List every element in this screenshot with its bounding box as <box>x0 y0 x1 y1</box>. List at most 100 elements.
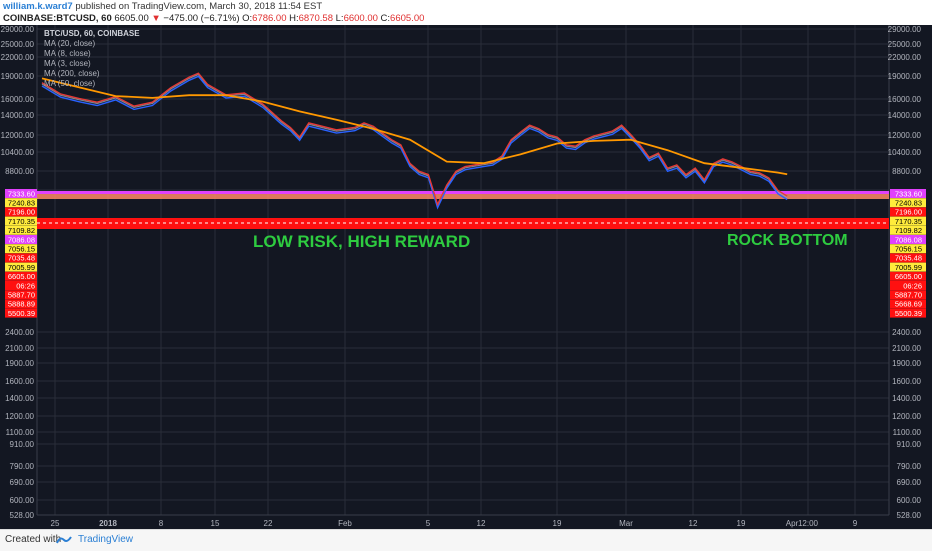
price-tick-left: 1900.00 <box>5 359 34 368</box>
time-tick: 15 <box>211 519 220 528</box>
price-label-box <box>890 244 926 254</box>
price-label-text: 7035.48 <box>8 254 35 263</box>
price-label-text: 5668.69 <box>895 300 922 309</box>
price-label-box <box>890 225 926 235</box>
price-label-box <box>5 225 37 235</box>
price-label-text: 7240.83 <box>8 199 35 208</box>
price-tick-left: 528.00 <box>10 511 35 520</box>
legend-item: MA (3, close) <box>44 59 91 68</box>
price-label-box <box>890 262 926 272</box>
price-label-text: 7056.15 <box>895 245 922 254</box>
price-label-text: 7109.82 <box>895 226 922 235</box>
time-tick: Mar <box>619 519 633 528</box>
price-tick-left: 910.00 <box>10 440 35 449</box>
price-label-text: 5500.39 <box>8 309 35 318</box>
price-tick-left: 19000.00 <box>1 72 35 81</box>
legend-title: BTC/USD, 60, COINBASE <box>44 29 140 38</box>
price-tick-left: 16000.00 <box>1 95 35 104</box>
price-tick-right: 8800.00 <box>892 167 921 176</box>
tradingview-brand-link[interactable]: TradingView <box>78 534 134 545</box>
annotations: LOW RISK, HIGH REWARD ROCK BOTTOM <box>253 232 848 251</box>
price-axis-left[interactable]: 29000.00 25000.00 22000.00 19000.00 16000.00… <box>1 25 37 520</box>
chart-background <box>0 25 932 529</box>
price-tick-left: 690.00 <box>10 478 35 487</box>
price-label-box <box>5 189 37 198</box>
change-value: −475.00 (−6.71%) <box>163 13 240 24</box>
footer-bar: Created with TradingView <box>0 529 932 551</box>
price-label-box <box>5 253 37 263</box>
price-axis-right[interactable]: 29000.00 25000.00 22000.00 19000.00 16000.00… <box>888 25 926 520</box>
price-tick-right: 12000.00 <box>888 131 922 140</box>
time-tick: 22 <box>264 519 273 528</box>
price-label-text: 7196.00 <box>895 208 922 217</box>
time-tick: 19 <box>553 519 562 528</box>
price-tick-left: 1400.00 <box>5 394 34 403</box>
published-text: published on TradingView.com, March 30, … <box>75 1 323 12</box>
price-tick-right: 1900.00 <box>892 359 921 368</box>
open-label: O: <box>242 13 253 24</box>
price-label-box <box>890 235 926 244</box>
price-tick-left: 14000.00 <box>1 111 35 120</box>
legend-item: MA (200, close) <box>44 69 100 78</box>
price-tick-right: 25000.00 <box>888 40 922 49</box>
price-tick-right: 2100.00 <box>892 344 921 353</box>
price-label-text: 7086.08 <box>895 235 922 244</box>
author-link[interactable]: william.k.ward7 <box>3 1 73 12</box>
down-arrow-icon: ▼ <box>151 13 161 24</box>
band-magenta <box>37 191 889 194</box>
tradingview-logo-icon <box>56 536 72 544</box>
band-orange <box>37 194 889 199</box>
price-tick-right: 1100.00 <box>893 428 922 437</box>
time-tick: 12 <box>477 519 486 528</box>
price-label-text: 7196.00 <box>8 208 35 217</box>
last-price: 6605.00 <box>114 13 149 24</box>
legend-item: MA (8, close) <box>44 49 91 58</box>
time-tick: 12:00 <box>798 519 819 528</box>
price-label-box <box>890 271 926 281</box>
price-label-text: 7333.60 <box>8 189 35 198</box>
price-tick-left: 790.00 <box>10 462 35 471</box>
price-tick-right: 22000.00 <box>888 53 922 62</box>
price-label-box <box>890 281 926 290</box>
price-label-text: 6605.00 <box>895 272 922 281</box>
price-label-box <box>890 216 926 226</box>
low-label: L: <box>335 13 344 24</box>
price-label-text: 06:26 <box>903 281 922 290</box>
price-tick-left: 29000.00 <box>1 25 35 34</box>
price-tick-right: 910.00 <box>897 440 922 449</box>
price-label-text: 5500.39 <box>895 309 922 318</box>
price-series <box>41 72 788 210</box>
time-tick: 2018 <box>99 519 117 528</box>
price-tick-right: 790.00 <box>897 462 922 471</box>
price-label-text: 7005.99 <box>895 263 922 272</box>
price-label-box <box>890 198 926 208</box>
price-tick-right: 14000.00 <box>888 111 922 120</box>
price-label-text: 7056.15 <box>8 245 35 254</box>
publish-info: william.k.ward7 published on TradingView… <box>3 1 322 12</box>
price-label-text: 06:26 <box>16 281 35 290</box>
price-label-box <box>890 253 926 263</box>
annotation-rock-bottom: ROCK BOTTOM <box>727 232 848 249</box>
price-label-text: 5887.70 <box>8 291 35 300</box>
ma200-line <box>41 77 788 176</box>
symbol-label: COINBASE:BTCUSD, 60 <box>3 13 112 24</box>
price-label-text: 7035.48 <box>895 254 922 263</box>
price-label-text: 7333.60 <box>895 189 922 198</box>
price-tick-left: 25000.00 <box>1 40 35 49</box>
close-value: 6605.00 <box>390 13 425 24</box>
time-tick: 19 <box>737 519 746 528</box>
price-label-box <box>890 207 926 217</box>
price-label-box <box>5 299 37 309</box>
price-tick-left: 600.00 <box>10 496 35 505</box>
time-tick: Apr <box>786 519 799 528</box>
price-label-box <box>5 262 37 272</box>
price-label-text: 7240.83 <box>895 199 922 208</box>
price-tick-left: 1100.00 <box>6 428 35 437</box>
price-tick-right: 19000.00 <box>888 72 922 81</box>
price-tick-right: 528.00 <box>897 511 922 520</box>
price-label-box <box>5 235 37 244</box>
price-tick-left: 22000.00 <box>1 53 35 62</box>
